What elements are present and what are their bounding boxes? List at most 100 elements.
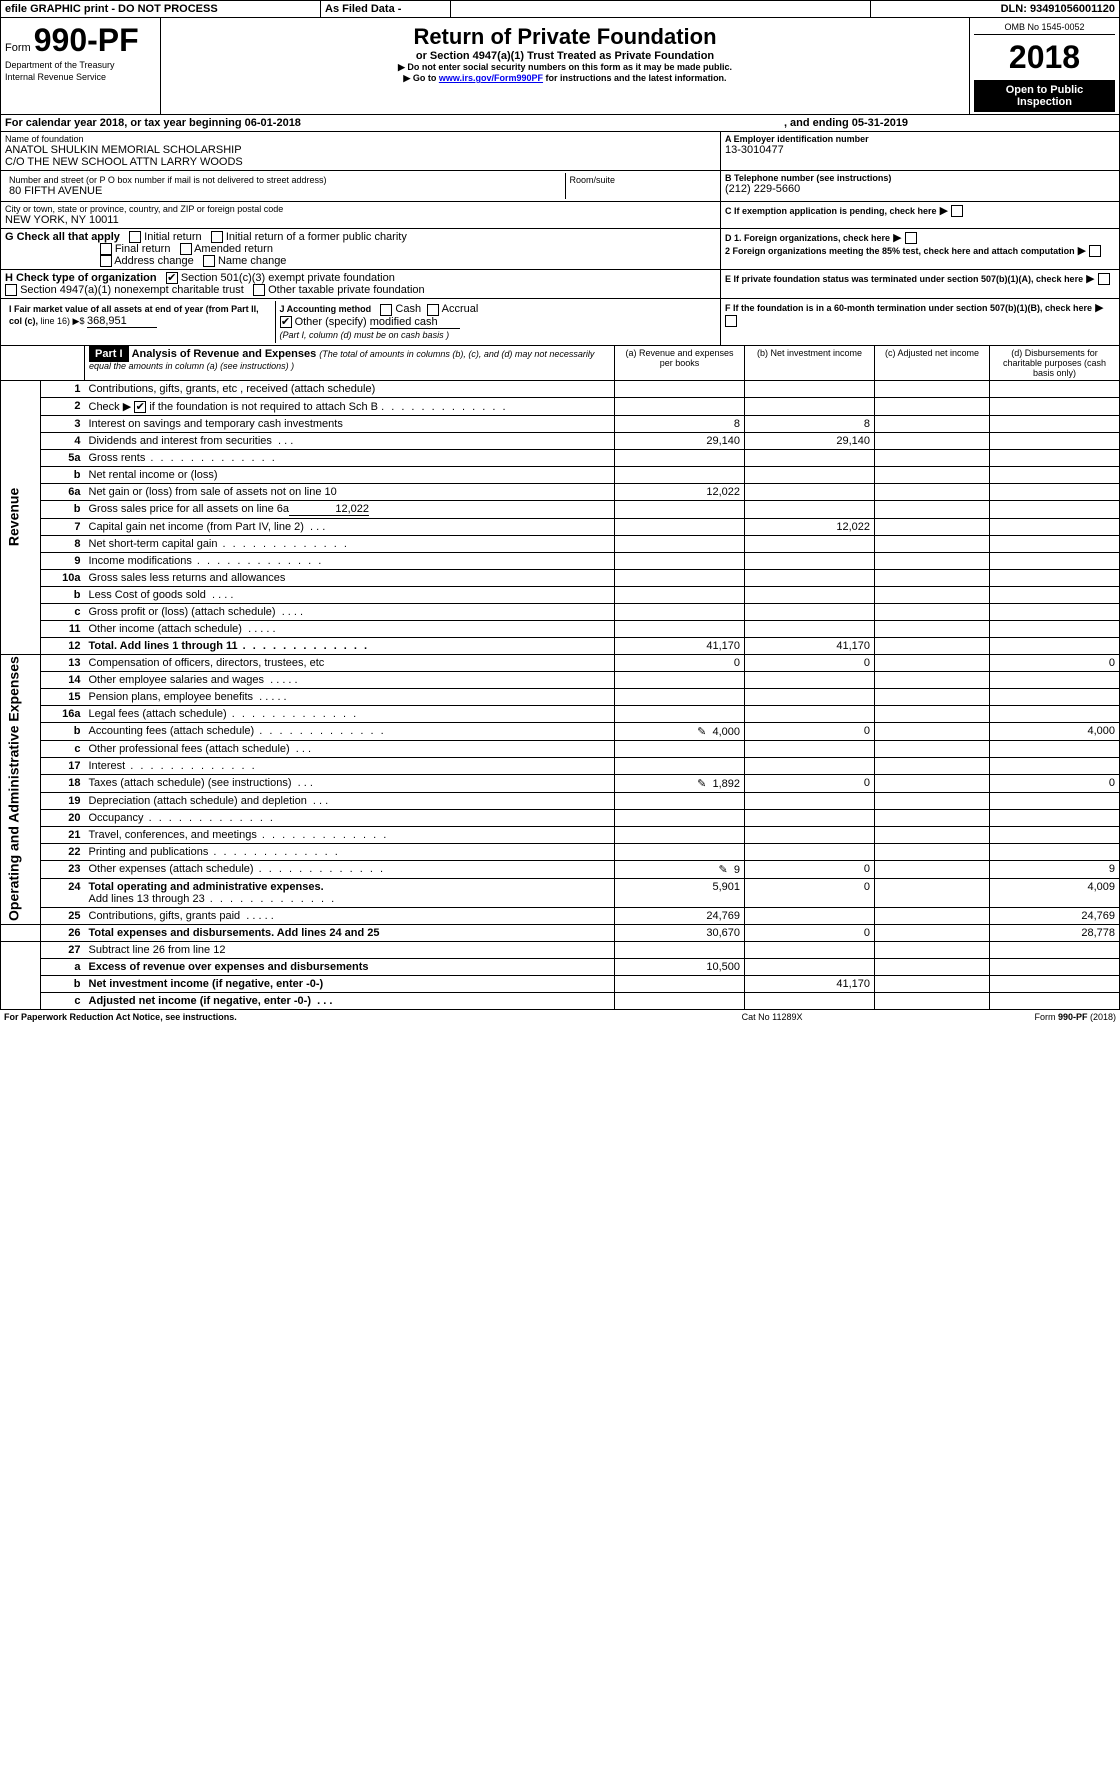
- row-text: Contributions, gifts, grants, etc , rece…: [85, 380, 615, 397]
- instruction-2: ▶ Go to www.irs.gov/Form990PF for instru…: [167, 73, 963, 84]
- row-num: 4: [41, 432, 85, 449]
- foundation-name-1: ANATOL SHULKIN MEMORIAL SCHOLARSHIP: [5, 144, 716, 156]
- d2-checkbox[interactable]: [1089, 245, 1101, 257]
- instruction-1: ▶ Do not enter social security numbers o…: [167, 62, 963, 73]
- col-d-header: (d) Disbursements for charitable purpose…: [990, 346, 1120, 381]
- g-label: G Check all that apply: [5, 231, 120, 243]
- dln-value: 93491056001120: [1030, 3, 1115, 15]
- g-final-checkbox[interactable]: [100, 243, 112, 255]
- dln-label: DLN:: [1001, 3, 1027, 15]
- row-text: Interest on savings and temporary cash i…: [85, 415, 615, 432]
- cell-d: 28,778: [990, 924, 1120, 941]
- cell-a: 24,769: [615, 907, 745, 924]
- arrow-icon: ▶: [893, 232, 901, 244]
- g-initial-checkbox[interactable]: [129, 231, 141, 243]
- row-num: a: [41, 958, 85, 975]
- row-text: Less Cost of goods sold . . . .: [85, 586, 615, 603]
- i-line16: line 16) ▶$: [41, 316, 87, 326]
- f-checkbox[interactable]: [725, 315, 737, 327]
- row-num: 3: [41, 415, 85, 432]
- row-num: 27: [41, 941, 85, 958]
- room-label: Room/suite: [565, 173, 716, 199]
- row-num: b: [41, 722, 85, 740]
- row-num: b: [41, 586, 85, 603]
- j-cash-checkbox[interactable]: [380, 304, 392, 316]
- efile-notice: efile GRAPHIC print - DO NOT PROCESS: [1, 1, 321, 18]
- ein-label: A Employer identification number: [725, 134, 1115, 144]
- d2-label: 2 Foreign organizations meeting the 85% …: [725, 246, 1075, 256]
- row-text: Total expenses and disbursements. Add li…: [85, 924, 615, 941]
- row-num: 15: [41, 688, 85, 705]
- row-num: 18: [41, 774, 85, 792]
- row-num: 17: [41, 757, 85, 774]
- g-former-checkbox[interactable]: [211, 231, 223, 243]
- year-begin: 06-01-2018: [245, 117, 301, 129]
- schb-checkbox[interactable]: ✔: [134, 401, 146, 413]
- cell-c: [875, 380, 990, 397]
- cell-b: 8: [745, 415, 875, 432]
- h-501c3-checkbox[interactable]: ✔: [166, 272, 178, 284]
- cell-a: ✎ 1,892: [615, 774, 745, 792]
- row-num: 9: [41, 552, 85, 569]
- e-checkbox[interactable]: [1098, 273, 1110, 285]
- row-text: Dividends and interest from securities .…: [85, 432, 615, 449]
- cell-b: [745, 380, 875, 397]
- row-text: Legal fees (attach schedule): [85, 705, 615, 722]
- row-text: Net gain or (loss) from sale of assets n…: [85, 483, 615, 500]
- row-text: Income modifications: [85, 552, 615, 569]
- row-num: 16a: [41, 705, 85, 722]
- h-label: H Check type of organization: [5, 272, 157, 284]
- h-other-checkbox[interactable]: [253, 284, 265, 296]
- revenue-sidelabel: Revenue: [1, 380, 41, 654]
- cell-d: 0: [990, 654, 1120, 671]
- cell-a: 12,022: [615, 483, 745, 500]
- cell-b: 0: [745, 878, 875, 907]
- row-num: 7: [41, 518, 85, 535]
- row-num: 11: [41, 620, 85, 637]
- row-text: Printing and publications: [85, 843, 615, 860]
- attachment-icon[interactable]: ✎: [697, 778, 706, 790]
- form-subtitle: or Section 4947(a)(1) Trust Treated as P…: [167, 50, 963, 62]
- cell-a: 0: [615, 654, 745, 671]
- omb: OMB No 1545-0052: [974, 20, 1115, 35]
- attachment-icon[interactable]: ✎: [719, 864, 728, 876]
- row-num: b: [41, 500, 85, 518]
- j-other-checkbox[interactable]: ✔: [280, 316, 292, 328]
- g-amended-checkbox[interactable]: [180, 243, 192, 255]
- expenses-sidelabel: Operating and Administrative Expenses: [1, 654, 41, 924]
- c-checkbox[interactable]: [951, 205, 963, 217]
- cell-d: 4,000: [990, 722, 1120, 740]
- row-text: Excess of revenue over expenses and disb…: [85, 958, 615, 975]
- irs-link[interactable]: www.irs.gov/Form990PF: [439, 73, 543, 83]
- g-address-checkbox[interactable]: [100, 255, 112, 267]
- d1-checkbox[interactable]: [905, 232, 917, 244]
- row-text: Subtract line 26 from line 12: [85, 941, 615, 958]
- row-num: 23: [41, 860, 85, 878]
- row-text: Pension plans, employee benefits . . . .…: [85, 688, 615, 705]
- row-text: Other employee salaries and wages . . . …: [85, 671, 615, 688]
- h-4947-checkbox[interactable]: [5, 284, 17, 296]
- row-text: Taxes (attach schedule) (see instruction…: [85, 774, 615, 792]
- row-num: 26: [41, 924, 85, 941]
- attachment-icon[interactable]: ✎: [697, 726, 706, 738]
- j-accrual-checkbox[interactable]: [427, 304, 439, 316]
- row-text: Contributions, gifts, grants paid . . . …: [85, 907, 615, 924]
- part1-table: Part I Analysis of Revenue and Expenses …: [0, 346, 1120, 1010]
- i-value: 368,951: [87, 315, 157, 328]
- g-namechange-checkbox[interactable]: [203, 255, 215, 267]
- row-text: Accounting fees (attach schedule): [85, 722, 615, 740]
- dots: [381, 401, 507, 413]
- city-label: City or town, state or province, country…: [5, 204, 716, 214]
- foundation-name-2: C/O THE NEW SCHOOL ATTN LARRY WOODS: [5, 156, 716, 168]
- cell-a: 41,170: [615, 637, 745, 654]
- cell-b: 41,170: [745, 975, 875, 992]
- row-text: Adjusted net income (if negative, enter …: [85, 992, 615, 1009]
- form-header: Form 990-PF Department of the Treasury I…: [0, 18, 1120, 115]
- cell-d: 0: [990, 774, 1120, 792]
- row-num: c: [41, 603, 85, 620]
- e-label: E If private foundation status was termi…: [725, 274, 1083, 284]
- year-end: 05-31-2019: [852, 117, 908, 129]
- row-text: Compensation of officers, directors, tru…: [85, 654, 615, 671]
- street: 80 FIFTH AVENUE: [9, 185, 561, 197]
- arrow-icon: ▶: [1095, 302, 1103, 314]
